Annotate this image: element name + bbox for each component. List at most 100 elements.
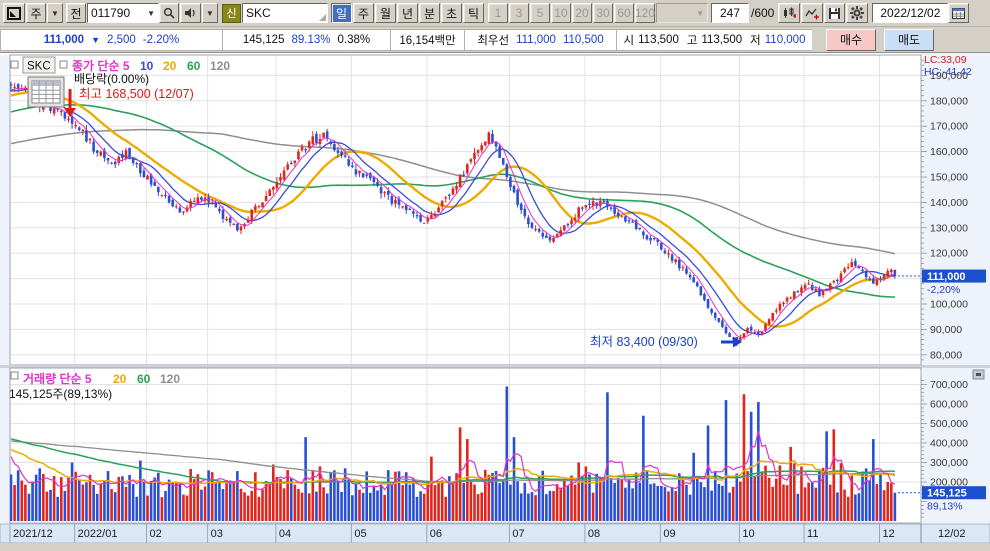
minute-button-20[interactable]: 20	[572, 3, 592, 23]
minute-button-5[interactable]: 5	[530, 3, 550, 23]
svg-text:12: 12	[883, 528, 895, 540]
current-price-pct: -2,20%	[927, 284, 960, 296]
minute-button-1[interactable]: 1	[488, 3, 508, 23]
chart-canvas[interactable]: 190,000 180,000 170,000 160,000 150,000 140,0…	[0, 53, 990, 546]
x-axis-strip	[0, 523, 990, 544]
candles	[10, 81, 897, 346]
chart-svg: 190,000 180,000 170,000 160,000 150,000 140,0…	[0, 53, 990, 546]
svg-text:2022/01: 2022/01	[78, 528, 118, 540]
tab-분[interactable]: 분	[419, 3, 440, 23]
ohl-cell: 시 113,500 고 113,500 저 110,000	[616, 28, 812, 51]
candle-count-input[interactable]: 247	[711, 3, 749, 23]
chevron-down-icon[interactable]: ▼	[147, 8, 155, 18]
svg-text:180,000: 180,000	[930, 95, 968, 107]
save-button[interactable]	[824, 3, 846, 23]
svg-text:120,000: 120,000	[930, 248, 968, 260]
stock-code-value: 011790	[91, 6, 131, 20]
low-note: 최저 83,400 (09/30)	[590, 335, 698, 349]
sell-button[interactable]: 매도	[884, 28, 934, 51]
stock-name-field[interactable]: SKC	[242, 3, 328, 23]
pane-divider	[0, 365, 990, 368]
svg-text:170,000: 170,000	[930, 121, 968, 133]
high-label: 고	[686, 34, 698, 47]
x-axis-labels: 2021/12 2022/01 02 03 04 05 06 07 08 09 10 11 12 12/0…	[9, 524, 966, 543]
volume-legend: 거래량 단순 5 20 60 120 145,125주(89,13%)	[9, 371, 180, 401]
x-axis-end-label: 12/02	[938, 528, 966, 540]
lc-label: LC:33,09	[924, 54, 967, 66]
chevron-down-icon: ▼	[51, 8, 59, 18]
settings-button[interactable]	[846, 3, 869, 23]
legend-symbol: SKC	[27, 61, 51, 73]
svg-text:600,000: 600,000	[930, 399, 968, 411]
svg-text:130,000: 130,000	[930, 222, 968, 234]
left-axis-strip	[0, 55, 10, 524]
chart-window-icon[interactable]	[3, 3, 25, 23]
tab-월[interactable]: 월	[375, 3, 396, 23]
minute-button-120[interactable]: 120	[635, 3, 655, 23]
axis-labels: 190,000 180,000 170,000 160,000 150,000 140,0…	[930, 70, 968, 489]
buy-button[interactable]: 매수	[826, 28, 876, 51]
best-ask: 110,500	[562, 33, 604, 46]
high-value: 113,500	[701, 33, 743, 46]
sound-button[interactable]	[180, 3, 201, 23]
window-arrow-icon	[7, 6, 21, 20]
svg-text:05: 05	[354, 528, 366, 540]
search-icon	[163, 7, 175, 19]
custom-minute-dropdown[interactable]: ▼	[656, 3, 708, 23]
svg-text:20: 20	[163, 59, 177, 73]
low-value: 110,000	[764, 33, 806, 46]
best-quote-cell: 최우선 111,000 110,500	[464, 28, 616, 51]
svg-text:07: 07	[512, 528, 524, 540]
bottom-strip	[0, 543, 990, 546]
svg-text:200,000: 200,000	[930, 477, 968, 489]
current-price: 111,000	[43, 33, 85, 46]
minute-button-30[interactable]: 30	[593, 3, 613, 23]
gear-icon	[850, 6, 865, 20]
period-week-button[interactable]: 주	[26, 3, 46, 23]
period-dropdown-button[interactable]: ▼	[47, 3, 63, 23]
price-change-pct: -2.20%	[142, 33, 180, 46]
calendar-button[interactable]	[948, 3, 970, 23]
prev-stock-button[interactable]: 전	[66, 3, 86, 23]
minute-button-60[interactable]: 60	[614, 3, 634, 23]
sound-dropdown-button[interactable]: ▼	[202, 3, 218, 23]
stock-code-input[interactable]: 011790 ▼	[87, 3, 159, 23]
chevron-down-icon: ▼	[696, 8, 704, 18]
tab-초[interactable]: 초	[441, 3, 462, 23]
low-label: 저	[750, 34, 761, 47]
price-change: 2,500	[107, 33, 136, 46]
low-arrow-icon	[721, 336, 742, 348]
svg-text:90,000: 90,000	[930, 324, 962, 336]
add-candles-button[interactable]	[778, 3, 801, 23]
tab-틱[interactable]: 틱	[463, 3, 484, 23]
volume-value: 145,125	[242, 33, 285, 46]
tab-년[interactable]: 년	[397, 3, 418, 23]
tab-일[interactable]: 일	[331, 3, 352, 23]
svg-text:700,000: 700,000	[930, 379, 968, 391]
price-ma5-line	[10, 87, 895, 338]
svg-text:500,000: 500,000	[930, 418, 968, 430]
svg-text:10: 10	[140, 59, 154, 73]
svg-text:03: 03	[211, 528, 223, 540]
search-button[interactable]	[159, 3, 179, 23]
ex-dividend-note: 배당락(0.00%)	[74, 72, 149, 86]
tab-주[interactable]: 주	[353, 3, 374, 23]
svg-text:거래량 단순 5: 거래량 단순 5	[23, 371, 92, 386]
svg-text:120: 120	[160, 372, 180, 386]
current-price-box	[922, 269, 986, 283]
high-arrow-icon	[64, 89, 76, 117]
minute-button-10[interactable]: 10	[551, 3, 571, 23]
svg-text:400,000: 400,000	[930, 438, 968, 450]
svg-text:02: 02	[150, 528, 162, 540]
svg-text:120: 120	[210, 59, 230, 73]
svg-text:190,000: 190,000	[930, 70, 968, 82]
volume-pane-border	[9, 367, 922, 524]
date-input[interactable]: 2022/12/02	[872, 3, 949, 23]
minute-button-3[interactable]: 3	[509, 3, 529, 23]
add-line-button[interactable]	[801, 3, 824, 23]
down-arrow-icon: ▼	[91, 34, 100, 45]
price-table-icon[interactable]	[27, 76, 65, 108]
volume-ma-lines	[10, 430, 896, 493]
svg-text:100,000: 100,000	[930, 299, 968, 311]
